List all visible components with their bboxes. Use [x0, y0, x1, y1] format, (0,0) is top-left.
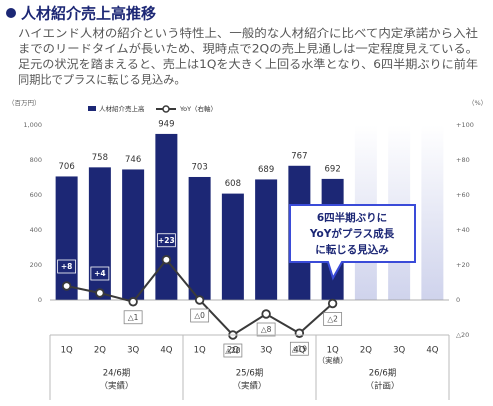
yoy-label-box: [223, 343, 243, 358]
yoy-marker: [194, 295, 205, 305]
x-tick-label: 1Q: [327, 346, 339, 356]
y-tick-label: 1,000: [23, 121, 42, 129]
y2-tick-label: +80: [456, 156, 470, 164]
y2-tick-label: +100: [456, 121, 474, 129]
description-line: 同期比でプラスに転じる見込み。: [18, 74, 186, 87]
callout-line: YoYがプラス成長: [309, 227, 395, 240]
yoy-label-box: [57, 259, 77, 274]
y-tick-label: 800: [30, 156, 42, 164]
bar-value-label: 758: [92, 153, 108, 163]
bar-value-label: 608: [225, 179, 241, 189]
yoy-marker: [61, 281, 72, 291]
y-tick-label: 0: [38, 296, 42, 304]
y2-tick-label: △20: [456, 331, 469, 339]
plan-bar: [421, 125, 444, 300]
x-tick-label: 4Q: [160, 346, 172, 356]
yoy-label: △0: [194, 311, 205, 320]
bar-value-label: 689: [258, 165, 274, 175]
bar-value-label: 767: [291, 151, 307, 161]
legend-label: YoY（右軸）: [179, 104, 217, 113]
y2-tick-label: +40: [456, 226, 470, 234]
group-label: 25/6期: [236, 369, 264, 379]
group-note: （実績）: [232, 381, 266, 392]
y-tick-label: 400: [30, 226, 42, 234]
description-line: 足元の状況を踏まえると、売上は1Qを大きく上回る水準となり、6四半期ぶりに前年: [18, 57, 478, 71]
yoy-label: +23: [158, 236, 175, 245]
bar-value-label: 703: [192, 162, 208, 172]
callout-box: [289, 204, 416, 281]
y2-tick-label: 0: [456, 296, 460, 304]
yoy-marker: [128, 297, 138, 307]
x-tick-label: 2Q: [94, 346, 106, 356]
group-label: 26/6期: [369, 369, 397, 379]
yoy-label: △1: [128, 313, 139, 322]
yoy-label-box: [123, 310, 143, 325]
description-line: までのリードタイムが長いため、現時点で2Qの売上見通しは一定程度見えている。: [18, 42, 478, 56]
bar: [122, 169, 145, 300]
yoy-label: △8: [261, 325, 272, 334]
yoy-label-box: [323, 312, 343, 326]
bar: [255, 179, 278, 300]
yoy-label: △20: [225, 346, 241, 355]
yoy-label-box: [256, 322, 276, 337]
title-bullet: [6, 8, 16, 18]
yoy-marker: [327, 298, 338, 309]
yoy-label: +8: [61, 262, 73, 271]
x-tick-note: （実績）: [318, 355, 348, 365]
bar-value-label: 706: [59, 162, 75, 172]
yoy-label-box: [289, 341, 309, 356]
callout-line: 6四半期ぶりに: [317, 211, 387, 224]
legend-marker: [162, 105, 170, 113]
title: 人材紹介売上高推移: [21, 5, 156, 23]
bar: [155, 133, 178, 300]
x-tick-label: 4Q: [426, 346, 438, 356]
group-note: （実績）: [99, 381, 133, 392]
x-tick-label: 3Q: [393, 346, 405, 356]
legend-label: 人材紹介売上高: [99, 104, 145, 113]
x-tick-label: 1Q: [194, 346, 206, 356]
y2-tick-label: +20: [456, 261, 470, 269]
description-line: ハイエンド人材の紹介という特性上、一般的な人材紹介に比べて内定承諾から入社: [18, 26, 478, 40]
x-tick-label: 3Q: [260, 346, 272, 356]
x-tick-label: 1Q: [61, 346, 73, 356]
yoy-marker: [161, 255, 172, 265]
x-tick-label: 3Q: [127, 346, 139, 356]
yoy-label: △19: [292, 344, 308, 353]
x-tick-label: 2Q: [360, 346, 372, 356]
yoy-label: +4: [94, 269, 106, 278]
bar-value-label: 692: [325, 164, 341, 174]
yoy-marker: [261, 309, 271, 319]
yoy-label-box: [90, 266, 110, 281]
bar-value-label: 746: [125, 155, 141, 165]
y-tick-label: 600: [30, 191, 42, 199]
x-tick-label: 2Q: [227, 346, 239, 356]
legend-swatch: [88, 106, 96, 111]
yoy-label-box: [156, 233, 176, 248]
callout-line: に転じる見込み: [315, 243, 389, 256]
y2-unit: （%）: [468, 99, 487, 107]
x-tick-label: 4Q: [293, 346, 305, 356]
bar: [221, 193, 244, 300]
y2-tick-label: +60: [456, 191, 470, 199]
yoy-marker: [294, 328, 305, 338]
bar-value-label: 949: [158, 119, 174, 129]
yoy-label: △2: [327, 315, 338, 324]
yoy-marker: [95, 288, 105, 298]
bar: [188, 176, 211, 300]
group-note: （計画）: [365, 381, 399, 392]
yoy-label-box: [190, 308, 210, 323]
group-label: 24/6期: [103, 369, 131, 379]
y-tick-label: 200: [30, 261, 42, 269]
y-unit: （百万円）: [8, 99, 41, 107]
